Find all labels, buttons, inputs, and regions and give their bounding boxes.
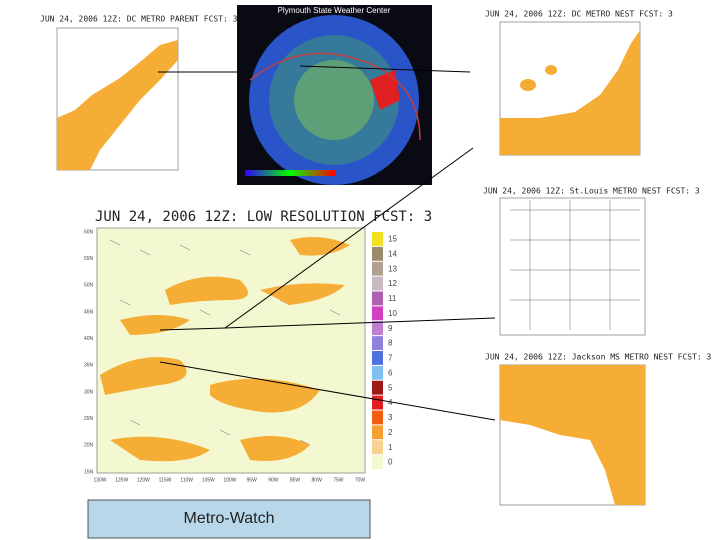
precip-areas [100,236,350,462]
colorbar-swatch [372,261,383,276]
colorbar-swatch [372,291,383,306]
radar-core [370,70,400,110]
x-axis-label: 105W [202,477,215,483]
colorbar-swatch [372,321,383,336]
colorbar-label: 13 [388,264,397,273]
panel-title: JUN 24, 2006 12Z: LOW RESOLUTION FCST: 3 [95,209,432,225]
map-frame [96,227,366,474]
x-axis-label: 85W [290,477,301,483]
y-axis-label: 55N [84,256,94,262]
x-axis-label: 115W [159,477,172,483]
x-axis-label: 95W [247,477,258,483]
colorbar-label: 8 [388,339,393,348]
connector [159,327,226,331]
panel-title: JUN 24, 2006 12Z: DC METRO NEST FCST: 3 [485,10,673,19]
caption-box [87,499,371,539]
y-axis-label: 20N [84,443,94,449]
precip-area [110,436,210,462]
radar-echo [294,60,374,140]
x-axis-label: 120W [137,477,150,483]
radar-scale [245,170,335,176]
y-axis-label: 60N [84,229,94,235]
map-frame [499,197,646,336]
y-axis-label: 40N [84,336,94,342]
connector [159,361,496,421]
x-axis-label: 110W [180,477,193,483]
connector [224,317,496,329]
y-axis-label: 15N [84,469,94,475]
colorbar-swatch [372,380,383,395]
precip-area [120,315,190,335]
precip-area [57,40,178,170]
x-axis-label: 125W [115,477,128,483]
colorbar-label: 6 [388,368,393,377]
precip-area [290,236,350,256]
colorbar-label: 1 [388,443,393,452]
colorbar-label: 5 [388,383,393,392]
y-axis-label: 50N [84,283,94,289]
x-axis-label: 130W [93,477,106,483]
colorbar-label: 10 [388,309,397,318]
precip-area [260,283,345,305]
colorbar-swatch [372,455,383,469]
colorbar-label: 7 [388,354,393,363]
colorbar-swatch [372,425,383,440]
colorbar-swatch [372,440,383,455]
colorbar-swatch [372,276,383,291]
colorbar-swatch [372,365,383,380]
colorbar-swatch [372,232,383,246]
precip-area [240,436,310,461]
precip-area [500,365,645,505]
axis-labels: 60N 55N 50N 45N 40N 35N 30N 25N 20N 15N 130W 125W 12… [84,229,365,483]
y-axis-label: 30N [84,389,94,395]
precip-area [100,357,187,395]
colorbar-swatch [372,410,383,425]
colorbar-swatch [372,395,383,410]
y-axis-label: 45N [84,309,94,315]
state-border [249,52,421,141]
panel-title: JUN 24, 2006 12Z: Jackson MS METRO NEST … [485,353,712,362]
x-axis-label: 100W [223,477,236,483]
colorbar-label: 14 [388,249,397,258]
y-axis-label: 35N [84,363,94,369]
colorbar-swatch [372,351,383,365]
x-axis-label: 80W [312,477,323,483]
colorbar-label: 0 [388,458,393,467]
precip-area [520,65,557,91]
x-axis-label: 90W [268,477,279,483]
colorbar-label: 4 [388,398,393,407]
colorbar-label: 9 [388,324,393,333]
connector [299,65,471,73]
connector [224,147,474,329]
colorbar-swatch [372,336,383,350]
wind-grid [510,200,640,330]
colorbar-label: 15 [388,235,397,244]
x-axis-label: 75W [333,477,344,483]
caption: Metro-Watch [184,510,275,527]
precip-area [210,378,320,413]
colorbar-swatch [372,246,383,261]
radar-title: Plymouth State Weather Center [278,6,391,15]
precip-area [500,30,640,155]
colorbar-label: 2 [388,428,393,437]
x-axis-label: 70W [355,477,366,483]
panel-title: JUN 24, 2006 12Z: DC METRO PARENT FCST: … [40,15,238,24]
colorbar-label: 12 [388,279,397,288]
y-axis-label: 25N [84,416,94,422]
colorbar-swatch [372,306,383,321]
precip-area [165,276,248,305]
colorbar-label: 3 [388,413,393,422]
panel-title: JUN 24, 2006 12Z: St.Louis METRO NEST FC… [483,187,700,196]
colorbar-label: 11 [388,294,397,303]
